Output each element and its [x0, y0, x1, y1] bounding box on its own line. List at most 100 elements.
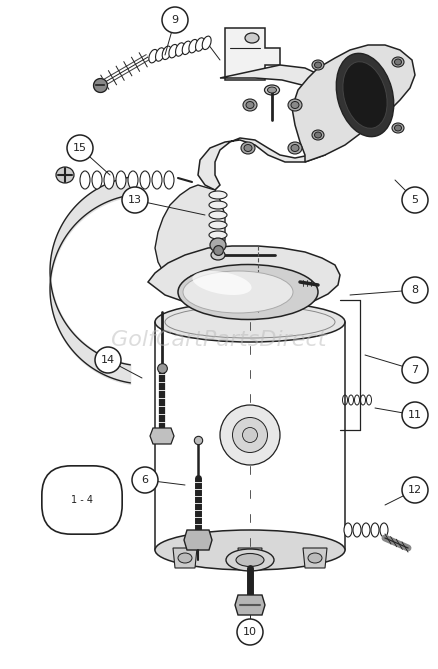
Polygon shape: [148, 246, 340, 310]
Ellipse shape: [371, 523, 379, 537]
Ellipse shape: [288, 99, 302, 111]
Ellipse shape: [178, 264, 318, 320]
Polygon shape: [303, 548, 327, 568]
Ellipse shape: [243, 553, 257, 563]
Text: 12: 12: [408, 485, 422, 495]
Circle shape: [162, 7, 188, 33]
Polygon shape: [238, 548, 262, 568]
Ellipse shape: [128, 171, 138, 189]
Circle shape: [402, 187, 428, 213]
Text: 15: 15: [73, 143, 87, 153]
Ellipse shape: [265, 85, 279, 95]
Ellipse shape: [268, 87, 276, 93]
Ellipse shape: [201, 276, 206, 284]
Ellipse shape: [344, 523, 352, 537]
Ellipse shape: [164, 171, 174, 189]
Ellipse shape: [182, 41, 191, 55]
Ellipse shape: [208, 276, 212, 284]
Polygon shape: [184, 530, 212, 550]
Circle shape: [237, 619, 263, 645]
Ellipse shape: [314, 132, 321, 138]
Ellipse shape: [56, 167, 74, 183]
Ellipse shape: [312, 60, 324, 70]
Polygon shape: [150, 428, 174, 444]
Text: 7: 7: [411, 365, 419, 375]
Ellipse shape: [245, 33, 259, 43]
Ellipse shape: [233, 417, 268, 452]
Text: GolfCartPartsDirect: GolfCartPartsDirect: [111, 330, 327, 350]
Ellipse shape: [392, 57, 404, 67]
Ellipse shape: [149, 50, 158, 63]
Ellipse shape: [183, 271, 293, 313]
Ellipse shape: [226, 549, 274, 571]
Text: 1 - 4: 1 - 4: [71, 495, 93, 505]
Circle shape: [402, 277, 428, 303]
Text: 9: 9: [171, 15, 179, 25]
Ellipse shape: [169, 44, 178, 58]
Ellipse shape: [152, 171, 162, 189]
Ellipse shape: [244, 145, 252, 151]
Polygon shape: [173, 548, 197, 568]
Ellipse shape: [162, 46, 171, 60]
Ellipse shape: [155, 302, 345, 342]
Ellipse shape: [80, 171, 90, 189]
Ellipse shape: [140, 171, 150, 189]
Ellipse shape: [243, 99, 257, 111]
Ellipse shape: [288, 142, 302, 154]
Ellipse shape: [195, 37, 205, 52]
Ellipse shape: [190, 276, 194, 284]
Ellipse shape: [155, 47, 164, 62]
Ellipse shape: [220, 405, 280, 465]
Ellipse shape: [213, 276, 219, 284]
Ellipse shape: [241, 142, 255, 154]
Text: 10: 10: [243, 627, 257, 637]
Ellipse shape: [211, 250, 225, 260]
Ellipse shape: [343, 62, 387, 128]
Ellipse shape: [202, 36, 211, 50]
Ellipse shape: [291, 102, 299, 108]
Text: 6: 6: [141, 475, 148, 485]
Ellipse shape: [104, 171, 114, 189]
Ellipse shape: [314, 62, 321, 68]
Ellipse shape: [92, 171, 102, 189]
Circle shape: [122, 187, 148, 213]
Polygon shape: [155, 185, 225, 282]
Ellipse shape: [236, 553, 264, 567]
Ellipse shape: [176, 43, 184, 56]
Circle shape: [402, 357, 428, 383]
Ellipse shape: [312, 130, 324, 140]
Circle shape: [95, 347, 121, 373]
Ellipse shape: [155, 530, 345, 570]
Ellipse shape: [336, 54, 394, 136]
Ellipse shape: [380, 523, 388, 537]
Ellipse shape: [246, 102, 254, 108]
Ellipse shape: [209, 231, 227, 239]
Ellipse shape: [209, 201, 227, 209]
Circle shape: [67, 135, 93, 161]
Ellipse shape: [395, 125, 402, 131]
Text: 14: 14: [101, 355, 115, 365]
Ellipse shape: [308, 553, 322, 563]
Ellipse shape: [395, 59, 402, 65]
Ellipse shape: [178, 553, 192, 563]
Polygon shape: [198, 65, 348, 190]
Circle shape: [402, 402, 428, 428]
Text: 11: 11: [408, 410, 422, 420]
Text: 13: 13: [128, 195, 142, 205]
Polygon shape: [235, 595, 265, 615]
Text: 5: 5: [411, 195, 418, 205]
Ellipse shape: [291, 145, 299, 151]
Ellipse shape: [195, 276, 201, 284]
Circle shape: [402, 477, 428, 503]
Ellipse shape: [353, 523, 361, 537]
Ellipse shape: [209, 191, 227, 199]
Ellipse shape: [192, 271, 251, 295]
Circle shape: [132, 467, 158, 493]
Ellipse shape: [392, 123, 404, 133]
Ellipse shape: [243, 427, 258, 442]
Ellipse shape: [209, 211, 227, 219]
Text: 8: 8: [411, 285, 419, 295]
Polygon shape: [225, 28, 280, 80]
Ellipse shape: [189, 39, 198, 53]
Polygon shape: [292, 45, 415, 162]
